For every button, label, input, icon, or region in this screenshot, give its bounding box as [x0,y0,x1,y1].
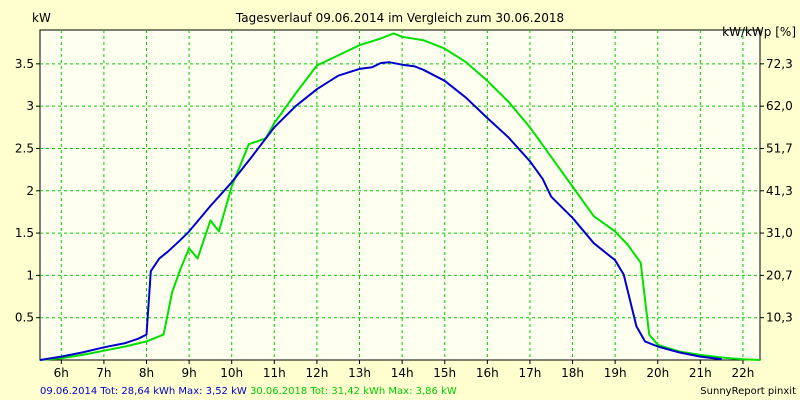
x-tick-label: 18h [561,366,584,380]
chart-title: Tagesverlauf 09.06.2014 im Vergleich zum… [235,11,564,25]
x-tick-label: 7h [96,366,111,380]
y-tick-label-left: 1 [26,268,34,282]
y-axis-label-left: kW [32,11,51,25]
series-line-09-06-2014 [39,61,722,361]
x-tick-label: 20h [646,366,669,380]
footer-legend: 09.06.2014 Tot: 28,64 kWh Max: 3,52 kW 3… [40,386,457,397]
x-tick-label: 9h [181,366,196,380]
x-tick-label: 8h [139,366,154,380]
x-tick-label: 21h [689,366,712,380]
x-tick-label: 6h [54,366,69,380]
x-tick-label: 15h [433,366,456,380]
series-line-30-06-2018 [39,32,761,361]
footer-brand: SunnyReport pinxit [700,386,796,397]
y-tick-label-right: 31,0 [766,226,793,240]
y-tick-label-left: 3 [26,99,34,113]
y-tick-label-left: 0.5 [15,311,34,325]
x-tick-label: 17h [519,366,542,380]
y-tick-label-right: 10,3 [766,311,793,325]
footer-series2-summary: 30.06.2018 Tot: 31,42 kWh Max: 3,86 kW [250,386,457,397]
x-tick-label: 11h [263,366,286,380]
footer-series1-summary: 09.06.2014 Tot: 28,64 kWh Max: 3,52 kW [40,386,247,397]
y-tick-label-right: 41,3 [766,184,793,198]
y-tick-label-left: 3.5 [15,57,34,71]
y-tick-label-left: 1.5 [15,226,34,240]
x-tick-label: 13h [348,366,371,380]
series-layer [39,32,761,361]
y-axis-label-right: kW/kWp [%] [722,25,796,39]
y-tick-label-right: 62,0 [766,99,793,113]
y-tick-label-right: 20,7 [766,268,793,282]
x-tick-label: 19h [604,366,627,380]
x-tick-label: 14h [391,366,414,380]
y-tick-label-right: 51,7 [766,141,793,155]
x-tick-label: 10h [220,366,243,380]
axis-tick-labels: 6h 7h 8h 9h 10h 11h 12h 13h 14h 15h 16h 17h 18h 19h 20… [15,57,793,380]
y-tick-label-right: 72,3 [766,57,793,71]
plot-area [39,29,761,361]
y-tick-label-left: 2.5 [15,141,34,155]
x-tick-label: 16h [476,366,499,380]
grid-lines [36,30,764,364]
x-tick-label: 12h [305,366,328,380]
y-tick-label-left: 2 [26,184,34,198]
x-tick-label: 22h [732,366,755,380]
